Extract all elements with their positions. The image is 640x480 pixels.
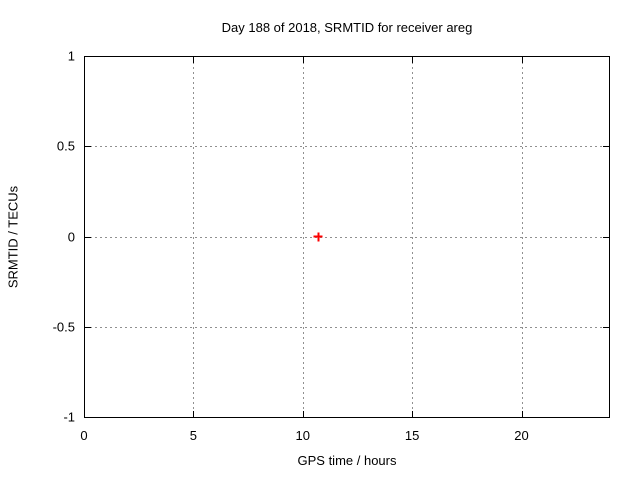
y-tick-mark-right bbox=[603, 146, 609, 148]
x-tick-mark-bottom bbox=[84, 411, 85, 417]
x-tick-mark-top bbox=[193, 57, 195, 63]
y-tick-mark-right bbox=[603, 326, 609, 328]
y-tick-label: 1 bbox=[67, 48, 75, 64]
x-tick-mark-bottom bbox=[302, 411, 304, 417]
y-tick-mark-left bbox=[85, 146, 91, 148]
y-tick-label: -1 bbox=[63, 409, 75, 425]
data-point-marker bbox=[313, 232, 323, 241]
x-tick-label: 5 bbox=[189, 428, 197, 443]
x-tick-label: 20 bbox=[514, 428, 529, 443]
y-tick-mark-right bbox=[603, 236, 609, 238]
x-tick-label: 10 bbox=[295, 428, 310, 443]
x-tick-mark-top bbox=[412, 57, 414, 63]
y-tick-mark-left bbox=[85, 326, 91, 328]
y-tick-label: 0.5 bbox=[56, 138, 75, 154]
x-tick-mark-bottom bbox=[521, 411, 523, 417]
y-tick-mark-right bbox=[603, 56, 609, 57]
x-axis-label: GPS time / hours bbox=[297, 453, 397, 468]
y-tick-mark-left bbox=[85, 417, 91, 418]
x-tick-mark-top bbox=[521, 57, 523, 63]
gridline-horizontal bbox=[85, 236, 608, 238]
x-tick-label: 15 bbox=[404, 428, 420, 443]
y-tick-label: 0 bbox=[67, 229, 75, 244]
gridline-horizontal bbox=[85, 146, 608, 148]
y-tick-mark-left bbox=[85, 236, 91, 238]
x-tick-mark-top bbox=[302, 57, 304, 63]
chart-title: Day 188 of 2018, SRMTID for receiver are… bbox=[221, 20, 473, 35]
x-tick-label: 0 bbox=[80, 428, 88, 443]
gridline-horizontal bbox=[85, 326, 608, 328]
x-tick-mark-bottom bbox=[193, 411, 195, 417]
x-tick-mark-top bbox=[84, 57, 85, 63]
x-tick-mark-bottom bbox=[412, 411, 414, 417]
y-tick-mark-right bbox=[603, 417, 609, 418]
y-tick-mark-left bbox=[85, 56, 91, 57]
y-axis-label: SRMTID / TECUs bbox=[5, 185, 21, 289]
y-tick-label: -0.5 bbox=[52, 319, 75, 335]
